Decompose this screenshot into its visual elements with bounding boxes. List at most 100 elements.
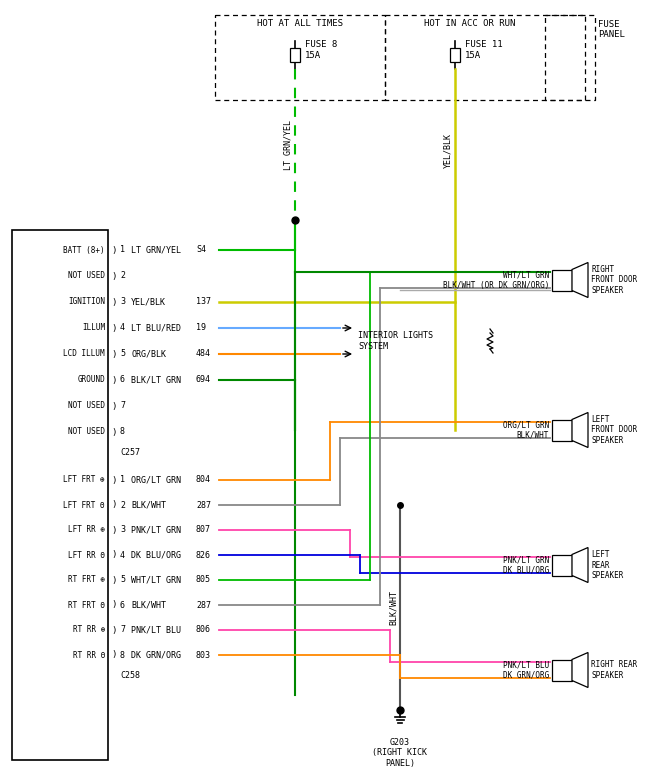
Bar bbox=[450, 48, 460, 62]
Text: 806: 806 bbox=[196, 625, 211, 634]
Text: LT GRN/YEL: LT GRN/YEL bbox=[131, 246, 181, 254]
Text: BLK/WHT: BLK/WHT bbox=[131, 601, 166, 610]
Text: ): ) bbox=[111, 601, 116, 610]
Text: FUSE 11
15A: FUSE 11 15A bbox=[465, 40, 502, 60]
Text: ORG/BLK: ORG/BLK bbox=[131, 349, 166, 359]
Text: 4: 4 bbox=[120, 551, 125, 560]
Text: ): ) bbox=[111, 402, 116, 411]
Text: 5: 5 bbox=[120, 575, 125, 584]
Text: ): ) bbox=[111, 501, 116, 509]
Text: 137: 137 bbox=[196, 297, 211, 306]
Text: 6: 6 bbox=[120, 601, 125, 610]
Text: 807: 807 bbox=[196, 525, 211, 535]
Text: DK GRN/ORG: DK GRN/ORG bbox=[131, 650, 181, 660]
Bar bbox=[552, 660, 572, 680]
Text: BLK/LT GRN: BLK/LT GRN bbox=[131, 376, 181, 385]
Text: ): ) bbox=[111, 475, 116, 485]
Text: NOT USED: NOT USED bbox=[68, 428, 105, 436]
Text: 6: 6 bbox=[120, 376, 125, 385]
Text: 287: 287 bbox=[196, 501, 211, 509]
Text: RT FRT ⊕: RT FRT ⊕ bbox=[68, 575, 105, 584]
Text: IGNITION: IGNITION bbox=[68, 297, 105, 306]
Text: ): ) bbox=[111, 525, 116, 535]
Text: 8: 8 bbox=[120, 428, 125, 436]
Text: LEFT
REAR
SPEAKER: LEFT REAR SPEAKER bbox=[591, 550, 623, 580]
Polygon shape bbox=[572, 263, 588, 297]
Text: ): ) bbox=[111, 650, 116, 660]
Text: PNK/LT BLU: PNK/LT BLU bbox=[131, 625, 181, 634]
Text: YEL/BLK: YEL/BLK bbox=[444, 133, 453, 167]
Text: LCD ILLUM: LCD ILLUM bbox=[63, 349, 105, 359]
Polygon shape bbox=[572, 653, 588, 687]
Text: 7: 7 bbox=[120, 402, 125, 411]
Text: 826: 826 bbox=[196, 551, 211, 560]
Polygon shape bbox=[572, 548, 588, 582]
Text: 804: 804 bbox=[196, 475, 211, 485]
Text: ): ) bbox=[111, 349, 116, 359]
Text: ): ) bbox=[111, 428, 116, 436]
Text: RIGHT
FRONT DOOR
SPEAKER: RIGHT FRONT DOOR SPEAKER bbox=[591, 265, 637, 295]
Text: ORG/LT GRN: ORG/LT GRN bbox=[131, 475, 181, 485]
Text: LEFT
FRONT DOOR
SPEAKER: LEFT FRONT DOOR SPEAKER bbox=[591, 415, 637, 445]
Text: PNK/LT GRN: PNK/LT GRN bbox=[131, 525, 181, 535]
Text: DK GRN/ORG: DK GRN/ORG bbox=[502, 670, 549, 680]
Text: ): ) bbox=[111, 272, 116, 280]
Text: DK BLU/ORG: DK BLU/ORG bbox=[131, 551, 181, 560]
Text: RT RR ⊕: RT RR ⊕ bbox=[73, 625, 105, 634]
Text: ORG/LT GRN: ORG/LT GRN bbox=[502, 420, 549, 429]
Text: G203
(RIGHT KICK
PANEL): G203 (RIGHT KICK PANEL) bbox=[373, 738, 428, 768]
Text: 7: 7 bbox=[120, 625, 125, 634]
Text: LFT RR ⊕: LFT RR ⊕ bbox=[68, 525, 105, 535]
Text: RT RR Θ: RT RR Θ bbox=[73, 650, 105, 660]
Text: 19: 19 bbox=[196, 323, 206, 333]
Text: BLK/WHT: BLK/WHT bbox=[517, 431, 549, 440]
Text: S4: S4 bbox=[196, 246, 206, 254]
Polygon shape bbox=[572, 412, 588, 448]
Text: ): ) bbox=[111, 625, 116, 634]
Text: FUSE
PANEL: FUSE PANEL bbox=[598, 20, 625, 39]
Text: 1: 1 bbox=[120, 475, 125, 485]
Text: BLK/WHT: BLK/WHT bbox=[388, 590, 397, 625]
Text: ): ) bbox=[111, 323, 116, 333]
Text: GROUND: GROUND bbox=[77, 376, 105, 385]
Text: DK BLU/ORG: DK BLU/ORG bbox=[502, 566, 549, 574]
Text: 3: 3 bbox=[120, 525, 125, 535]
Text: PNK/LT GRN: PNK/LT GRN bbox=[502, 555, 549, 564]
Text: ): ) bbox=[111, 246, 116, 254]
Text: 8: 8 bbox=[120, 650, 125, 660]
Text: WHT/LT GRN: WHT/LT GRN bbox=[502, 270, 549, 280]
Text: LT BLU/RED: LT BLU/RED bbox=[131, 323, 181, 333]
Text: LFT FRT ⊕: LFT FRT ⊕ bbox=[63, 475, 105, 485]
Text: C257: C257 bbox=[120, 448, 140, 457]
Text: RIGHT REAR
SPEAKER: RIGHT REAR SPEAKER bbox=[591, 660, 637, 680]
Text: 287: 287 bbox=[196, 601, 211, 610]
Text: ): ) bbox=[111, 376, 116, 385]
Text: 803: 803 bbox=[196, 650, 211, 660]
Text: LFT RR Θ: LFT RR Θ bbox=[68, 551, 105, 560]
Text: LT GRN/YEL: LT GRN/YEL bbox=[284, 120, 292, 170]
Text: ): ) bbox=[111, 297, 116, 306]
Text: PNK/LT BLU: PNK/LT BLU bbox=[502, 660, 549, 669]
Text: NOT USED: NOT USED bbox=[68, 402, 105, 411]
Text: 5: 5 bbox=[120, 349, 125, 359]
Bar bbox=[552, 554, 572, 575]
Text: RT FRT Θ: RT FRT Θ bbox=[68, 601, 105, 610]
Bar bbox=[290, 48, 300, 62]
Text: ILLUM: ILLUM bbox=[82, 323, 105, 333]
Text: HOT IN ACC OR RUN: HOT IN ACC OR RUN bbox=[424, 19, 516, 28]
Text: BLK/WHT (OR DK GRN/ORG): BLK/WHT (OR DK GRN/ORG) bbox=[442, 281, 549, 290]
Text: HOT AT ALL TIMES: HOT AT ALL TIMES bbox=[257, 19, 343, 28]
Text: 4: 4 bbox=[120, 323, 125, 333]
Bar bbox=[552, 419, 572, 441]
Bar bbox=[552, 270, 572, 290]
Text: ): ) bbox=[111, 551, 116, 560]
Text: INTERIOR LIGHTS
SYSTEM: INTERIOR LIGHTS SYSTEM bbox=[358, 331, 433, 351]
Text: YEL/BLK: YEL/BLK bbox=[131, 297, 166, 306]
Bar bbox=[12, 230, 108, 760]
Text: NOT USED: NOT USED bbox=[68, 272, 105, 280]
Text: 484: 484 bbox=[196, 349, 211, 359]
Text: WHT/LT GRN: WHT/LT GRN bbox=[131, 575, 181, 584]
Text: 2: 2 bbox=[120, 501, 125, 509]
Text: 694: 694 bbox=[196, 376, 211, 385]
Text: ): ) bbox=[111, 575, 116, 584]
